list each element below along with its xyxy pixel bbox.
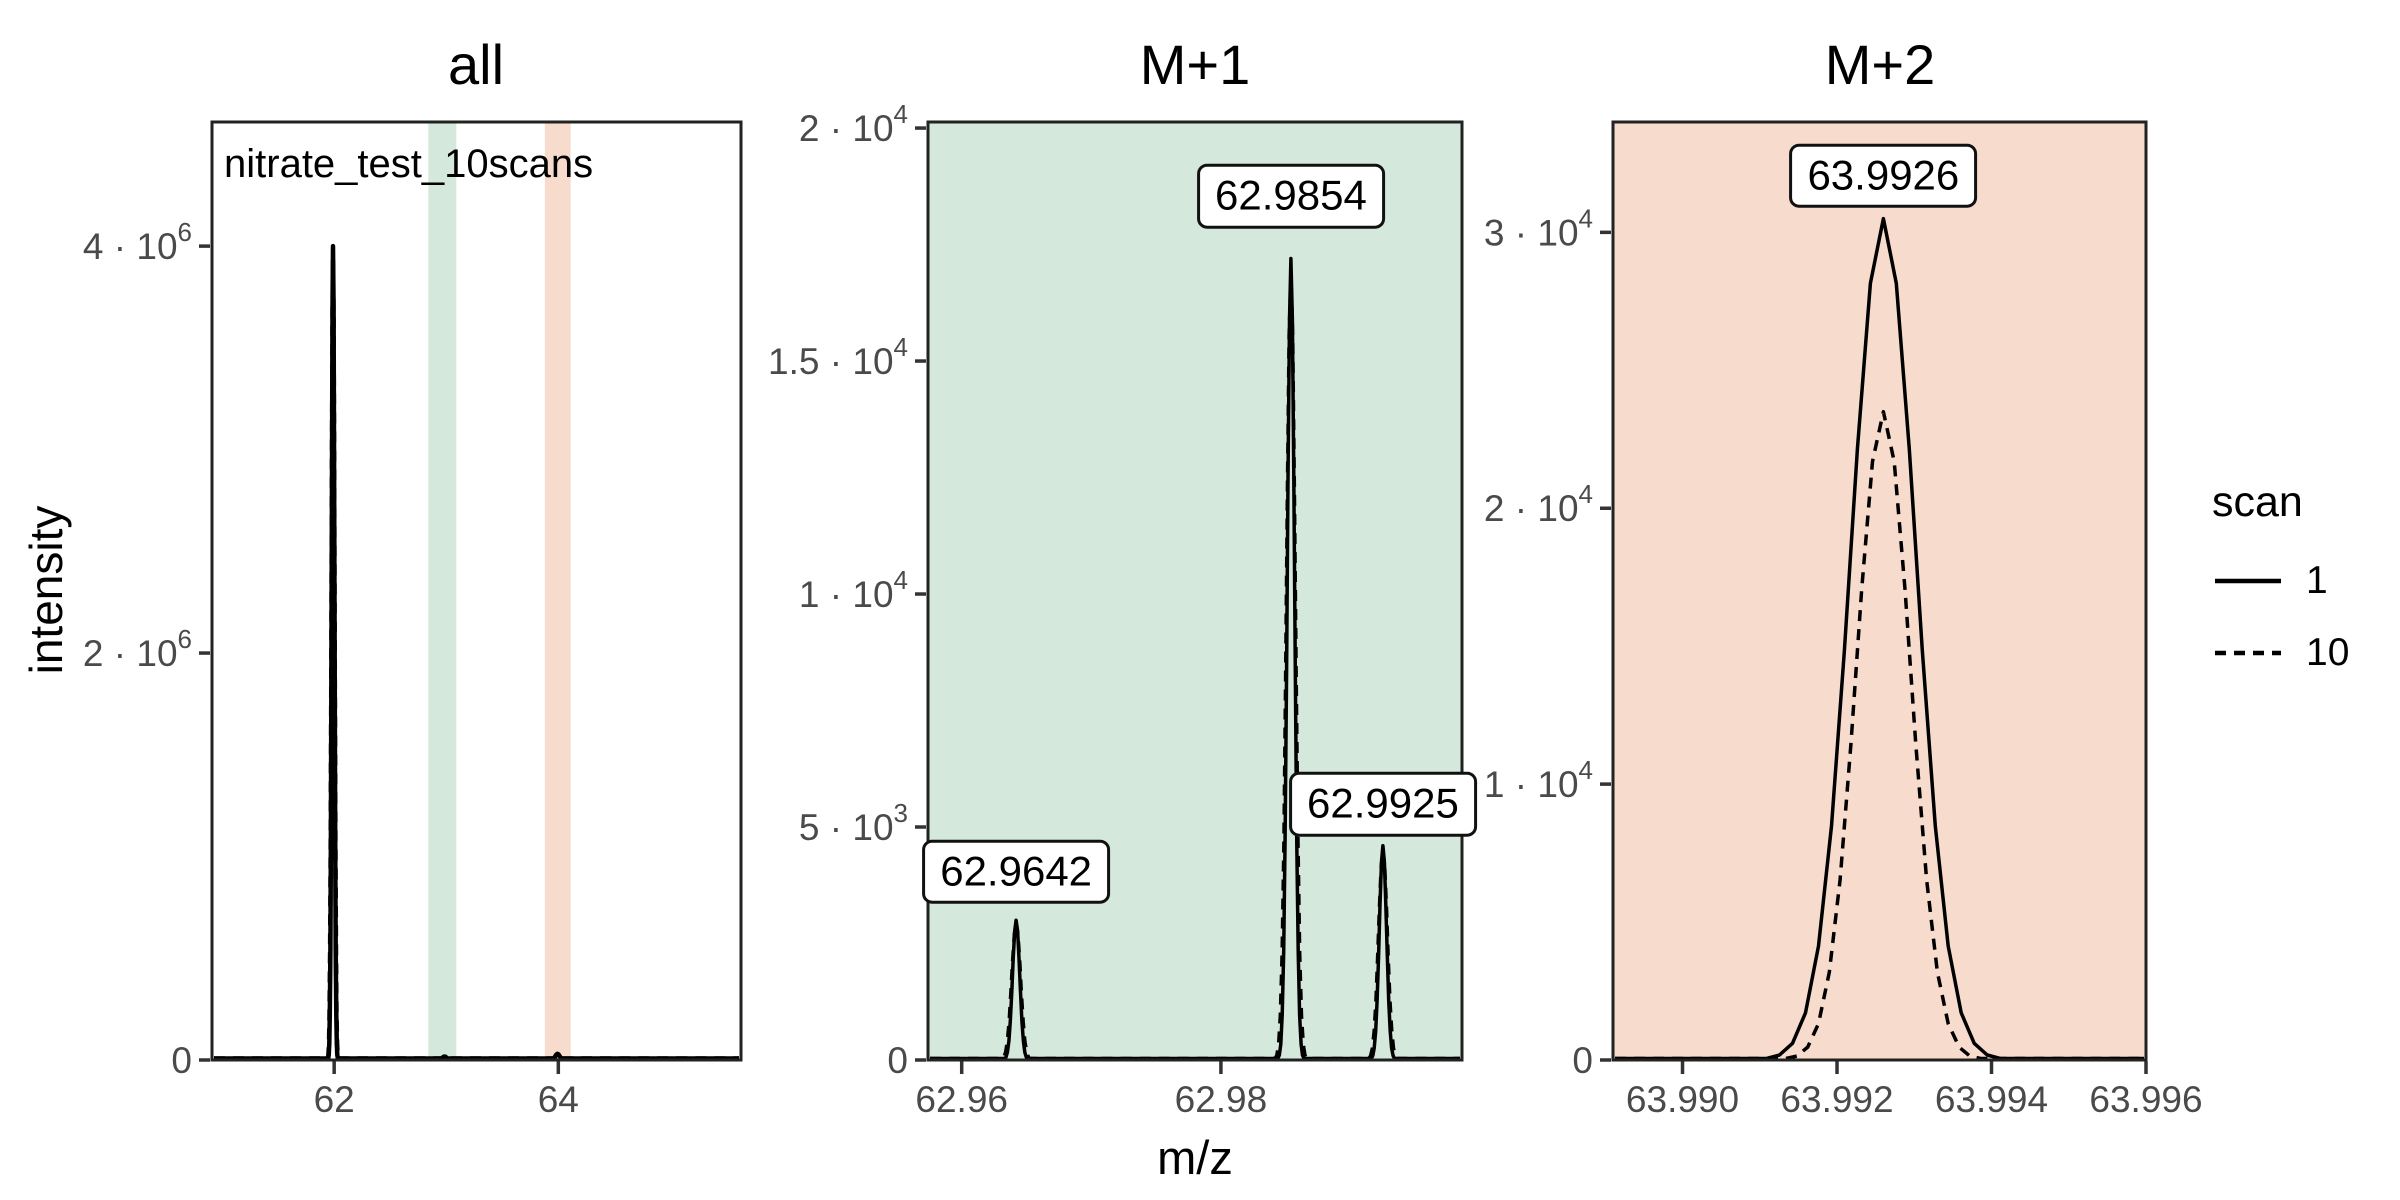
solid-line-key-icon [2215, 578, 2281, 584]
panel-border [210, 120, 743, 1062]
legend-item-label: 1 [2306, 559, 2328, 602]
dashed-line-key-icon [2215, 650, 2281, 656]
y-tick-label: 1 · 104 [1484, 755, 1593, 805]
y-tick-label: 0 [887, 1040, 908, 1081]
x-axis-title: m/z [1157, 1131, 1233, 1184]
x-tick-label: 63.992 [1780, 1079, 1893, 1120]
panel-background [1613, 122, 2146, 1060]
panel-border [926, 120, 1464, 1062]
y-tick-label: 0 [171, 1040, 192, 1081]
legend-title: scan [2212, 478, 2303, 526]
spectrum-line-scan-10 [1615, 409, 2144, 1061]
panel-title-m1: M+1 [1139, 33, 1251, 96]
x-tick-label: 62 [314, 1079, 355, 1120]
spectrum-line-scan-10 [214, 258, 739, 1061]
legend-item-label: 10 [2306, 631, 2350, 674]
legend-item-scan-10: 10 [2212, 629, 2398, 677]
legend-item-scan-1: 1 [2212, 557, 2398, 605]
panel-title-all: all [447, 33, 505, 96]
y-tick-label: 2 · 104 [799, 99, 908, 149]
panel-background [928, 122, 1462, 1060]
legend: scan 1 10 [2212, 478, 2398, 701]
peak-label-62-9642: 62.9642 [922, 839, 1111, 904]
highlight-band [428, 122, 457, 1060]
y-tick-label: 4 · 106 [83, 217, 192, 267]
panel-M+1: 62.96 62.98 0 5 · 103 1 · 104 1.5 · 104 2 · 10… [768, 99, 1464, 1120]
x-tick-label: 62.98 [1175, 1079, 1268, 1120]
panel-all: 62 64 0 2 · 106 4 · 106 [83, 120, 743, 1120]
x-tick-label: 62.96 [915, 1079, 1008, 1120]
y-axis-title: intensity [20, 505, 72, 675]
panel-M+2: 63.990 63.992 63.994 63.996 0 1 · 104 2 · 104 3… [1484, 120, 2203, 1120]
highlight-band [544, 122, 571, 1060]
peak-label-63-9926: 63.9926 [1789, 143, 1978, 208]
y-tick-label: 2 · 106 [83, 624, 192, 674]
y-tick-label: 0 [1572, 1040, 1593, 1081]
panel-border [1611, 120, 2148, 1062]
x-tick-label: 63.990 [1626, 1079, 1739, 1120]
sample-name-annotation: nitrate_test_10scans [224, 142, 594, 186]
panel-background [212, 122, 741, 1060]
panel-title-m2: M+2 [1824, 33, 1936, 96]
y-tick-label: 2 · 104 [1484, 479, 1593, 529]
x-tick-label: 63.996 [2089, 1079, 2202, 1120]
spectrum-line-scan-10 [930, 273, 1460, 1061]
x-tick-label: 64 [538, 1079, 579, 1120]
spectrum-line-scan-1 [1615, 216, 2144, 1061]
y-tick-label: 3 · 104 [1484, 203, 1593, 253]
y-tick-label: 1.5 · 104 [768, 332, 908, 382]
y-tick-label: 1 · 104 [799, 565, 908, 615]
peak-label-62-9854: 62.9854 [1196, 163, 1385, 229]
peak-label-62-9925: 62.9925 [1289, 772, 1477, 837]
y-tick-label: 5 · 103 [799, 798, 908, 848]
x-tick-label: 63.994 [1935, 1079, 2048, 1120]
